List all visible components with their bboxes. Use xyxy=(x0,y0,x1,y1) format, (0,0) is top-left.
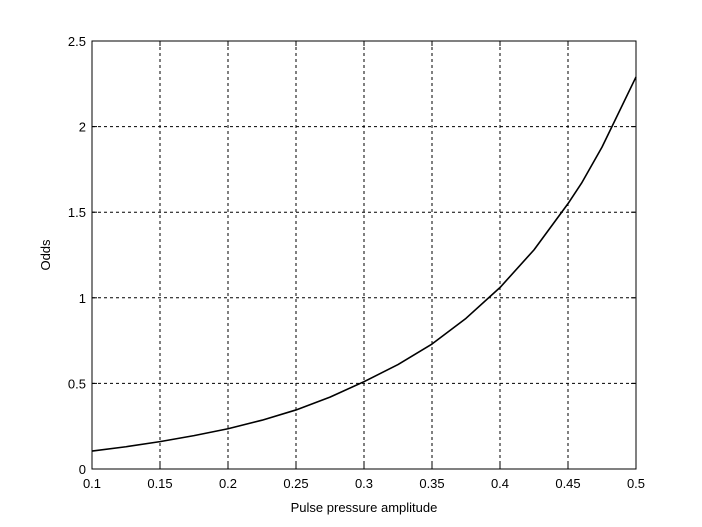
y-tick-label: 0 xyxy=(79,462,86,477)
x-tick-label: 0.3 xyxy=(355,476,373,491)
plot-frame xyxy=(91,40,637,470)
x-tick-label: 0.45 xyxy=(555,476,580,491)
y-tick-label: 2.5 xyxy=(68,34,86,49)
x-tick-label: 0.35 xyxy=(419,476,444,491)
x-tick-label: 0.15 xyxy=(147,476,172,491)
y-tick-label: 0.5 xyxy=(68,376,86,391)
y-tick-label: 2 xyxy=(79,120,86,135)
x-axis-label: Pulse pressure amplitude xyxy=(291,500,438,515)
x-tick-label: 0.4 xyxy=(491,476,509,491)
x-tick-label: 0.2 xyxy=(219,476,237,491)
series-layer xyxy=(91,76,637,452)
x-tick-label: 0.25 xyxy=(283,476,308,491)
y-tick-label: 1 xyxy=(79,291,86,306)
y-tick-label: 1.5 xyxy=(68,205,86,220)
y-axis-label: Odds xyxy=(38,239,53,271)
ticks: 0.1 0.15 0.2 0.25 0.3 0.35 0.4 0.45 0.5 0 0.5 1 1.5 2… xyxy=(68,34,645,491)
series-line xyxy=(91,76,637,452)
x-tick-label: 0.1 xyxy=(83,476,101,491)
grid xyxy=(92,41,636,469)
x-tick-label: 0.5 xyxy=(627,476,645,491)
